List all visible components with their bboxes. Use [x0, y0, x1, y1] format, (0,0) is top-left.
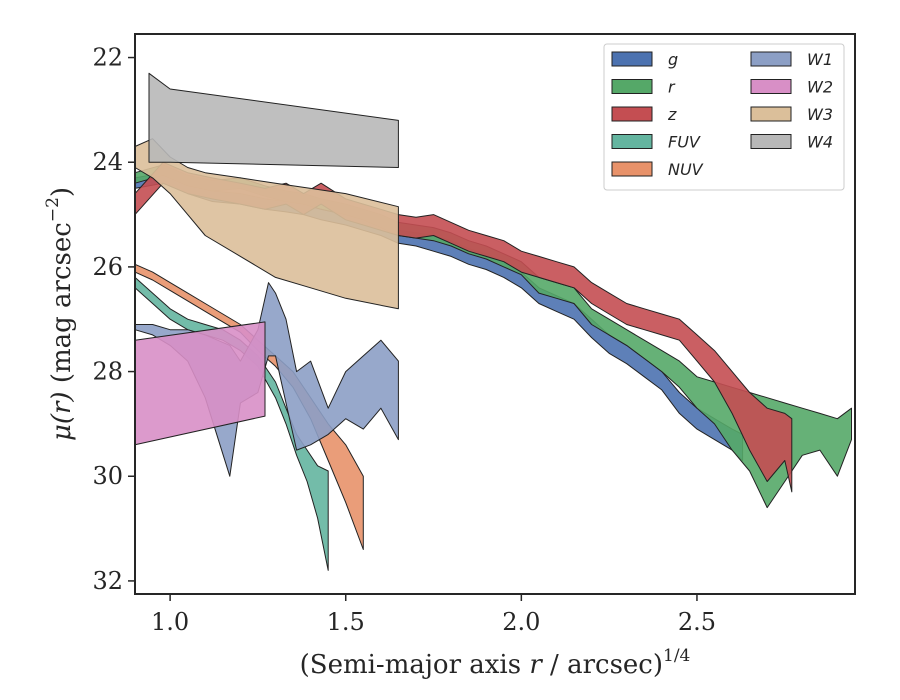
axis-ticks: 1.0 1.5 2.0 2.5 22 24 26 28 30 32 — [92, 44, 716, 636]
plot-frame — [134, 33, 856, 595]
series-band-w4 — [148, 72, 399, 168]
x-axis-title: (Semi-major axis r / arcsec)1/4 — [300, 646, 691, 680]
legend-label-z: z — [667, 105, 677, 124]
series-band-w2 — [134, 321, 266, 446]
legend-swatch-nuv — [611, 161, 653, 177]
legend-swatch-fuv — [611, 134, 653, 149]
legend-label-r: r — [668, 78, 676, 97]
x-tick-label: 1.0 — [151, 608, 189, 636]
legend-swatch-w4 — [750, 134, 792, 149]
x-tick-label: 2.0 — [502, 608, 540, 636]
x-tick-label: 1.5 — [327, 608, 365, 636]
legend-swatch-z — [611, 106, 653, 122]
legend-label-w1: W1 — [807, 50, 833, 69]
y-tick-label: 28 — [92, 358, 123, 386]
legend-swatch-w2 — [750, 79, 792, 94]
legend-label-fuv: FUV — [668, 133, 701, 152]
legend-swatch-r — [611, 79, 653, 94]
series-bands — [134, 72, 852, 571]
y-tick-label: 22 — [92, 44, 123, 72]
legend-label-g: g — [668, 50, 678, 69]
legend-label-nuv: NUV — [668, 160, 704, 179]
legend-label-w4: W4 — [807, 133, 833, 152]
legend: grz FUV NUV W1 W2 W3 W4 — [603, 43, 845, 191]
legend-label-w2: W2 — [807, 78, 833, 97]
y-tick-label: 24 — [92, 148, 123, 176]
series-band-w3 — [134, 138, 399, 310]
x-tick-label: 2.5 — [678, 608, 716, 636]
y-tick-label: 32 — [92, 567, 123, 595]
legend-label-w3: W3 — [807, 105, 833, 124]
legend-swatch-w3 — [750, 106, 792, 122]
series-band-nuv — [134, 263, 364, 550]
legend-swatch-g — [611, 51, 653, 67]
y-tick-label: 30 — [92, 462, 123, 490]
y-axis-title: μ(r) (mag arcsec−2) — [43, 187, 77, 441]
y-tick-label: 26 — [92, 253, 123, 281]
legend-swatch-w1 — [750, 51, 792, 67]
